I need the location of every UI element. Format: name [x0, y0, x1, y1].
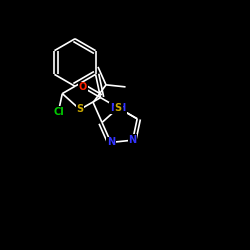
Text: N: N	[128, 135, 137, 145]
Text: S: S	[76, 104, 84, 115]
Text: Cl: Cl	[53, 107, 64, 117]
Text: NH: NH	[110, 103, 126, 113]
Text: N: N	[107, 138, 115, 147]
Text: S: S	[115, 103, 122, 113]
Text: O: O	[79, 82, 87, 92]
